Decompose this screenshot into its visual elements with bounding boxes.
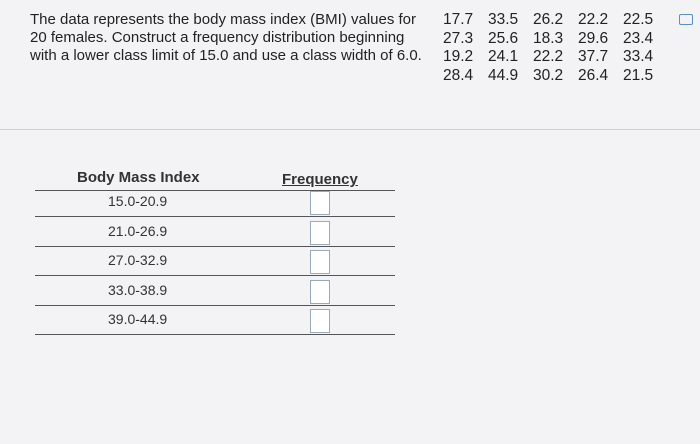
row-rule — [35, 245, 395, 247]
frequency-input[interactable] — [310, 309, 330, 333]
class-range: 15.0-20.9 — [108, 193, 168, 209]
class-range: 21.0-26.9 — [108, 222, 168, 239]
column-header: Body Mass Index — [77, 169, 200, 186]
copy-icon[interactable] — [679, 14, 693, 25]
frequency-input[interactable] — [310, 220, 330, 245]
header-rule — [35, 190, 395, 191]
data-value: 44.9 — [488, 66, 519, 84]
frequency-input[interactable] — [310, 279, 330, 304]
row-rule — [35, 304, 395, 306]
data-value: 28.4 — [443, 66, 474, 84]
data-row: 19.2 24.1 22.2 37.7 33.4 — [443, 48, 668, 67]
frequency-input[interactable] — [310, 250, 330, 274]
class-range: 27.0-32.9 — [108, 252, 168, 268]
frequency-input[interactable] — [310, 191, 330, 215]
data-value: 33.4 — [623, 48, 654, 65]
data-value: 24.1 — [488, 48, 519, 65]
data-value: 27.3 — [443, 29, 474, 47]
data-row: 28.4 44.9 30.2 26.4 21.5 — [443, 67, 668, 86]
class-range: 39.0-44.9 — [108, 311, 168, 327]
data-value: 23.4 — [623, 29, 654, 47]
row-rule — [35, 275, 395, 276]
data-value: 25.6 — [488, 29, 519, 47]
data-value: 37.7 — [578, 48, 609, 65]
data-value: 22.2 — [578, 11, 609, 28]
data-value: 21.5 — [623, 66, 654, 84]
class-range: 33.0-38.9 — [108, 281, 168, 298]
data-value: 17.7 — [443, 11, 474, 28]
data-value: 19.2 — [443, 48, 474, 65]
data-value: 22.5 — [623, 11, 654, 28]
data-grid: 17.7 33.5 26.2 22.2 22.5 27.3 25.6 18.3 29.6 23.4… — [443, 11, 668, 85]
data-value: 26.4 — [578, 66, 609, 84]
data-value: 18.3 — [533, 29, 564, 47]
row-rule — [35, 334, 395, 335]
data-value: 30.2 — [533, 66, 564, 84]
row-rule — [35, 216, 395, 217]
data-value: 33.5 — [488, 11, 519, 28]
data-value: 26.2 — [533, 11, 564, 28]
data-row: 27.3 25.6 18.3 29.6 23.4 — [443, 30, 668, 49]
problem-text: The data represents the body mass index … — [30, 11, 422, 64]
data-row: 17.7 33.5 26.2 22.2 22.5 — [443, 11, 668, 30]
data-value: 29.6 — [578, 29, 609, 47]
column-header: Frequency — [282, 171, 358, 188]
data-value: 22.2 — [533, 48, 564, 65]
divider — [0, 129, 700, 130]
